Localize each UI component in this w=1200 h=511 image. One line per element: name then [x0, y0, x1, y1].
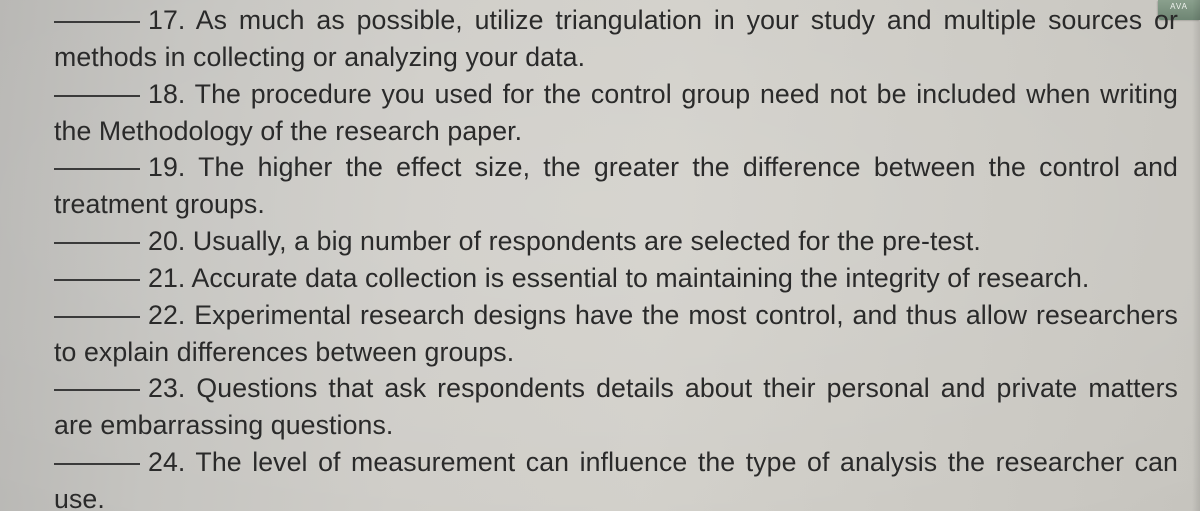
question-item: 17. As much as possible, utilize triangu… — [54, 2, 1178, 76]
question-item: 19. The higher the effect size, the grea… — [54, 149, 1178, 223]
question-text: Questions that ask respondents details a… — [54, 373, 1178, 440]
question-item: 21. Accurate data collection is essentia… — [54, 260, 1178, 297]
question-text: As much as possible, utilize triangulati… — [54, 5, 1178, 72]
question-number: 21. — [148, 263, 185, 293]
worksheet-body: 17. As much as possible, utilize triangu… — [0, 0, 1200, 511]
question-number: 24. — [148, 447, 185, 477]
question-item: 18. The procedure you used for the contr… — [54, 76, 1178, 150]
question-number: 20. — [148, 226, 185, 256]
question-text: The higher the effect size, the greater … — [54, 152, 1178, 219]
question-number: 19. — [148, 152, 185, 182]
question-item: 20. Usually, a big number of respondents… — [54, 223, 1178, 260]
question-text: Accurate data collection is essential to… — [191, 263, 1089, 293]
answer-blank[interactable] — [54, 242, 140, 244]
question-number: 23. — [148, 373, 185, 403]
question-item: 22. Experimental research designs have t… — [54, 297, 1178, 371]
question-text: Usually, a big number of respondents are… — [193, 226, 981, 256]
question-number: 17. — [148, 5, 185, 35]
question-text: Experimental research designs have the m… — [54, 300, 1178, 367]
question-item: 23. Questions that ask respondents detai… — [54, 370, 1178, 444]
answer-blank[interactable] — [54, 168, 140, 170]
question-text: The level of measurement can influence t… — [54, 447, 1178, 511]
answer-blank[interactable] — [54, 316, 140, 318]
answer-blank[interactable] — [54, 463, 140, 465]
answer-blank[interactable] — [54, 21, 140, 23]
answer-blank[interactable] — [54, 389, 140, 391]
question-number: 18. — [148, 79, 185, 109]
question-item: 24. The level of measurement can influen… — [54, 444, 1178, 511]
question-number: 22. — [148, 300, 185, 330]
answer-blank[interactable] — [54, 279, 140, 281]
question-text: The procedure you used for the control g… — [54, 79, 1178, 146]
answer-blank[interactable] — [54, 95, 140, 97]
